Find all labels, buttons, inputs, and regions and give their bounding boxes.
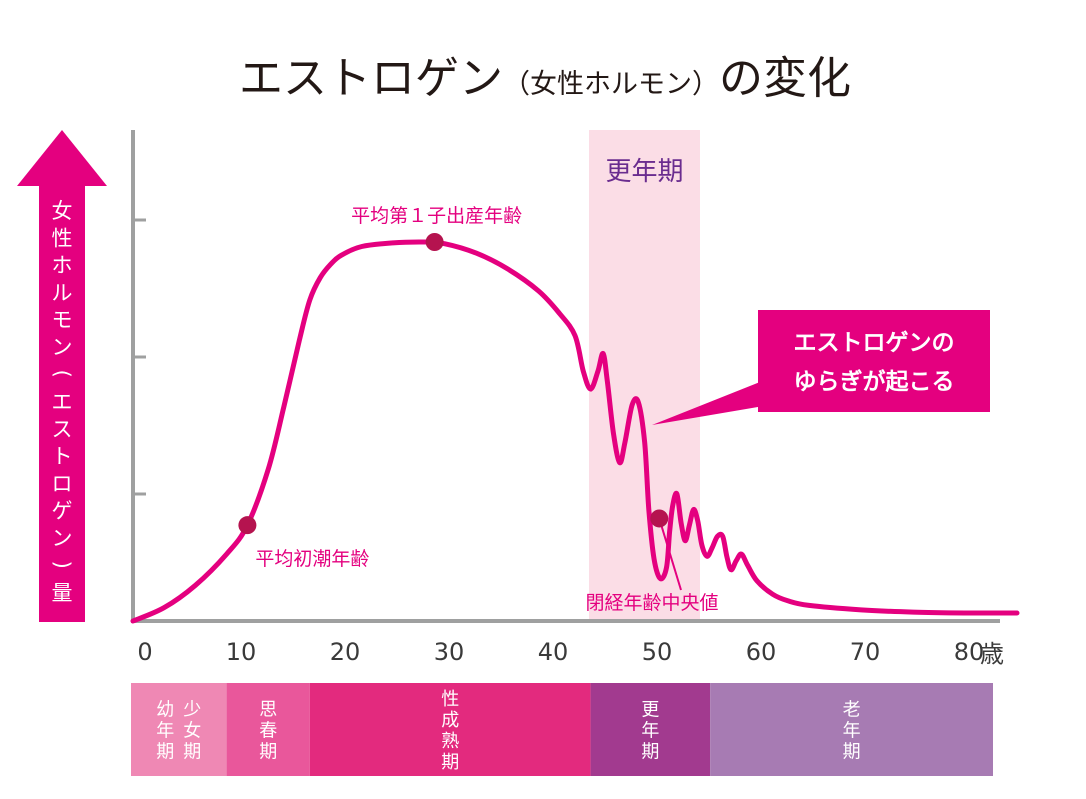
x-tick-label: 10	[226, 638, 257, 666]
stage-label-char: 更	[641, 700, 659, 721]
stage-label-char: 年	[843, 721, 861, 742]
stage-label-char: 年	[156, 721, 174, 742]
y-axis-label-arrow: 女性ホルモン(エストロゲン)量	[17, 130, 107, 622]
y-axis-label-char: ス	[52, 417, 73, 441]
stage-label-char: 老	[843, 700, 861, 721]
menopause-leader-line	[658, 518, 682, 591]
x-axis-unit: 歳	[980, 640, 1004, 668]
y-axis-label-char: 性	[52, 226, 73, 250]
y-axis-label-char: ロ	[52, 472, 73, 496]
y-axis-label-char: ゲ	[52, 499, 73, 523]
y-arrow-head	[17, 130, 107, 186]
stage-label-char: 期	[441, 752, 459, 773]
x-tick-label: 50	[642, 638, 673, 666]
stage-label-char: 期	[156, 742, 174, 763]
x-tick-label: 20	[330, 638, 361, 666]
x-tick-label: 70	[850, 638, 881, 666]
menopause-band-label: 更年期	[605, 157, 683, 187]
y-axis-label-char: 量	[52, 581, 73, 605]
y-arrow-shaft	[39, 184, 85, 622]
stage-menopause	[590, 683, 711, 776]
callout: エストロゲンの ゆらぎが起こる	[652, 310, 990, 425]
x-tick-label: 60	[746, 638, 777, 666]
stage-label-char: 性	[441, 689, 459, 710]
stage-maturity	[309, 683, 591, 776]
stage-label-char: 女	[183, 721, 201, 742]
stage-label-char: 成	[441, 710, 459, 731]
y-axis-label: 女性ホルモン(エストロゲン)量	[50, 199, 74, 605]
title-main-prefix: エストロゲン	[239, 53, 503, 104]
marker-menopause	[650, 509, 669, 528]
callout-line-2: ゆらぎが起こる	[794, 368, 955, 395]
stage-label-char: 期	[183, 742, 201, 763]
stage-label-char: 少	[183, 700, 201, 721]
y-axis-label-char: モ	[52, 308, 73, 332]
stage-label-char: 幼	[156, 700, 174, 721]
callout-line-1: エストロゲンの	[794, 330, 955, 356]
y-axis-label-char: ン	[52, 335, 73, 359]
y-axis-label-char: ホ	[52, 254, 73, 278]
title-main-suffix: の変化	[719, 53, 851, 104]
callout-box	[758, 310, 990, 412]
x-tick-label: 0	[137, 638, 152, 666]
y-axis-label-char: ン	[52, 526, 73, 550]
x-tick-label: 40	[538, 638, 569, 666]
annotation-first-birth: 平均第１子出産年齢	[351, 205, 522, 227]
stage-label-char: 期	[843, 742, 861, 763]
stage-label-char: 年	[641, 721, 659, 742]
marker-first-birth	[425, 233, 444, 251]
stage-label-char: 期	[641, 742, 659, 763]
stage-label-char: 熟	[441, 731, 459, 752]
marker-menarche	[238, 516, 257, 535]
y-axis-label-char: )	[50, 561, 74, 569]
x-tick-label: 30	[434, 638, 465, 666]
annotation-menopause: 閉経年齢中央値	[585, 592, 718, 614]
y-axis-label-char: エ	[52, 390, 73, 414]
markers	[238, 233, 669, 535]
stage-label-char: 思	[259, 700, 277, 721]
stage-label-char: 期	[259, 742, 277, 763]
stage-senescence	[710, 683, 993, 776]
annotation-menarche: 平均初潮年齢	[255, 548, 369, 570]
y-axis-label-char: ル	[52, 281, 73, 305]
chart-title: エストロゲン（女性ホルモン）の変化	[239, 53, 851, 104]
callout-pointer	[652, 378, 770, 425]
y-axis-label-char: (	[50, 370, 74, 378]
stage-puberty	[226, 683, 310, 776]
title-subtitle: （女性ホルモン）	[503, 69, 719, 100]
stage-label-char: 春	[259, 721, 277, 742]
estrogen-line	[130, 239, 1020, 624]
x-tick-label: 80	[954, 638, 985, 666]
y-axis-label-char: ト	[52, 445, 73, 469]
stage-childhood	[131, 683, 227, 776]
y-axis-label-char: 女	[52, 199, 73, 223]
axes	[131, 130, 1000, 623]
x-tick-labels: 0 10 20 30 40 50 60 70 80	[137, 638, 984, 666]
